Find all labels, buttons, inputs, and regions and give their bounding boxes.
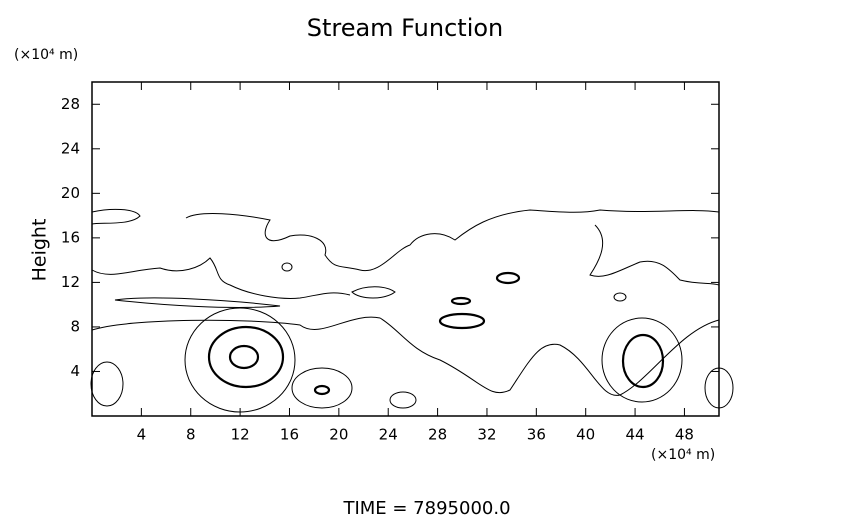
x-tick-label: 16 xyxy=(280,426,299,444)
chart-title: Stream Function xyxy=(307,14,504,42)
contour-line xyxy=(291,367,353,409)
x-tick-label: 12 xyxy=(231,426,250,444)
y-unit-label: (×10⁴ m) xyxy=(14,47,78,63)
contour-line xyxy=(281,262,293,272)
x-tick-label: 32 xyxy=(477,426,496,444)
y-tick-label: 12 xyxy=(61,273,80,291)
x-tick-label: 4 xyxy=(137,426,147,444)
contour-line xyxy=(613,292,627,302)
contour-line xyxy=(114,297,281,308)
contour-line xyxy=(495,271,521,285)
y-tick-label: 16 xyxy=(61,228,80,246)
y-tick-label: 24 xyxy=(61,139,80,157)
x-tick-label: 28 xyxy=(428,426,447,444)
y-tick-label: 20 xyxy=(61,184,80,202)
x-tick-label: 48 xyxy=(675,426,694,444)
contour-line xyxy=(228,344,260,370)
contour-line xyxy=(450,296,472,306)
y-tick-label: 8 xyxy=(70,317,80,335)
contour-line xyxy=(601,317,683,403)
contour-line xyxy=(91,316,720,396)
contour-line xyxy=(389,391,417,409)
contour-line xyxy=(438,312,486,330)
plot-frame xyxy=(91,81,720,417)
contour-line xyxy=(621,333,665,389)
contour-line xyxy=(184,307,296,413)
x-tick-label: 8 xyxy=(186,426,196,444)
x-tick-label: 24 xyxy=(379,426,398,444)
contour-line xyxy=(91,257,351,299)
contour-line xyxy=(91,208,141,225)
contour-line xyxy=(351,286,396,299)
contour-line xyxy=(313,384,331,396)
contour-line xyxy=(90,361,124,407)
contours xyxy=(90,208,734,413)
contour-line xyxy=(589,224,720,286)
x-tick-label: 20 xyxy=(329,426,348,444)
y-tick-label: 4 xyxy=(70,362,80,380)
y-axis-label: Height xyxy=(29,219,51,282)
x-tick-label: 44 xyxy=(626,426,645,444)
x-unit-label: (×10⁴ m) xyxy=(651,447,715,463)
x-tick-label: 36 xyxy=(527,426,546,444)
footer: TIME = 7895000.0 xyxy=(342,498,510,519)
y-tick-label: 28 xyxy=(61,95,80,113)
x-tick-label: 40 xyxy=(576,426,595,444)
contour-line xyxy=(207,325,285,389)
contour-line xyxy=(185,209,720,272)
